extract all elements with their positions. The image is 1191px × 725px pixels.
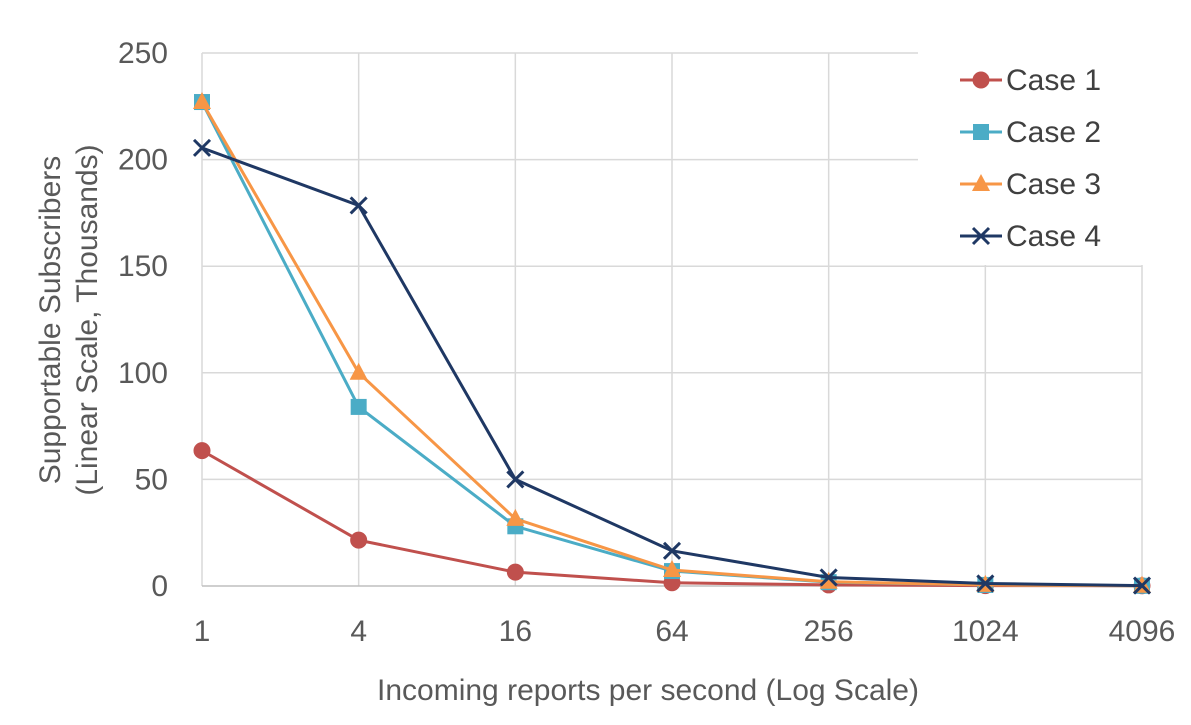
- data-point-stroke-b: [976, 574, 995, 593]
- legend-marker: [971, 226, 991, 246]
- data-point: [506, 563, 524, 581]
- x-tick-label: 1024: [952, 615, 1019, 648]
- series-4: [192, 138, 1152, 595]
- data-point-stroke-b: [1132, 576, 1152, 595]
- y-axis-title-line2: (Linear Scale, Thousands): [71, 144, 104, 495]
- data-point: [663, 560, 681, 578]
- legend-label: Case 3: [1006, 168, 1101, 201]
- x-tick-label: 256: [804, 615, 854, 648]
- data-point: [506, 470, 525, 489]
- x-tick-label: 4: [350, 615, 367, 648]
- data-point: [662, 541, 682, 560]
- data-point: [976, 574, 995, 593]
- legend-label: Case 4: [1006, 220, 1101, 253]
- y-tick-label: 100: [118, 357, 168, 390]
- data-point: [350, 531, 368, 549]
- data-point: [506, 508, 525, 526]
- legend-item: Case 2: [960, 116, 1101, 149]
- data-point: [193, 92, 211, 110]
- y-axis-title-line1: Supportable Subscribers: [34, 156, 67, 485]
- y-tick-label: 0: [151, 570, 168, 603]
- legend-item: Case 1: [960, 64, 1101, 97]
- legend-item: Case 3: [960, 168, 1101, 201]
- y-tick-label: 250: [118, 37, 168, 70]
- y-tick-label: 150: [118, 250, 168, 283]
- data-point-stroke-b: [349, 196, 368, 215]
- data-point-stroke-b: [662, 541, 682, 560]
- data-point: [819, 571, 838, 589]
- legend-label: Case 2: [1006, 116, 1101, 149]
- x-axis-title: Incoming reports per second (Log Scale): [377, 674, 919, 707]
- legend-background: [918, 50, 1168, 265]
- data-point: [193, 442, 211, 460]
- legend-marker-stroke-b: [971, 226, 991, 246]
- data-point: [819, 568, 838, 587]
- data-point: [349, 196, 368, 215]
- legend-item: Case 4: [960, 220, 1101, 253]
- legend-marker: [973, 124, 989, 140]
- legend-label: Case 1: [1006, 64, 1101, 97]
- x-axis-ticks: 1 4 16 64 256 1024 4096: [194, 615, 1176, 648]
- y-tick-label: 200: [118, 144, 168, 177]
- y-axis-ticks: 0 50 100 150 200 250: [118, 37, 168, 603]
- legend-marker: [972, 174, 990, 191]
- y-tick-label: 50: [135, 463, 168, 496]
- data-point-stroke-b: [819, 568, 838, 587]
- data-point: [1132, 576, 1152, 595]
- x-tick-label: 4096: [1109, 615, 1176, 648]
- x-tick-label: 64: [655, 615, 688, 648]
- series-lines: [192, 92, 1152, 595]
- data-point-stroke-b: [506, 470, 525, 489]
- data-point-stroke-b: [192, 138, 212, 157]
- x-tick-label: 16: [499, 615, 532, 648]
- legend-marker: [972, 71, 990, 89]
- data-point: [192, 138, 212, 157]
- data-point: [349, 362, 368, 380]
- data-point: [350, 398, 367, 415]
- x-tick-label: 1: [194, 615, 211, 648]
- legend: Case 1 Case 2 Case 3 Case 4: [918, 50, 1168, 265]
